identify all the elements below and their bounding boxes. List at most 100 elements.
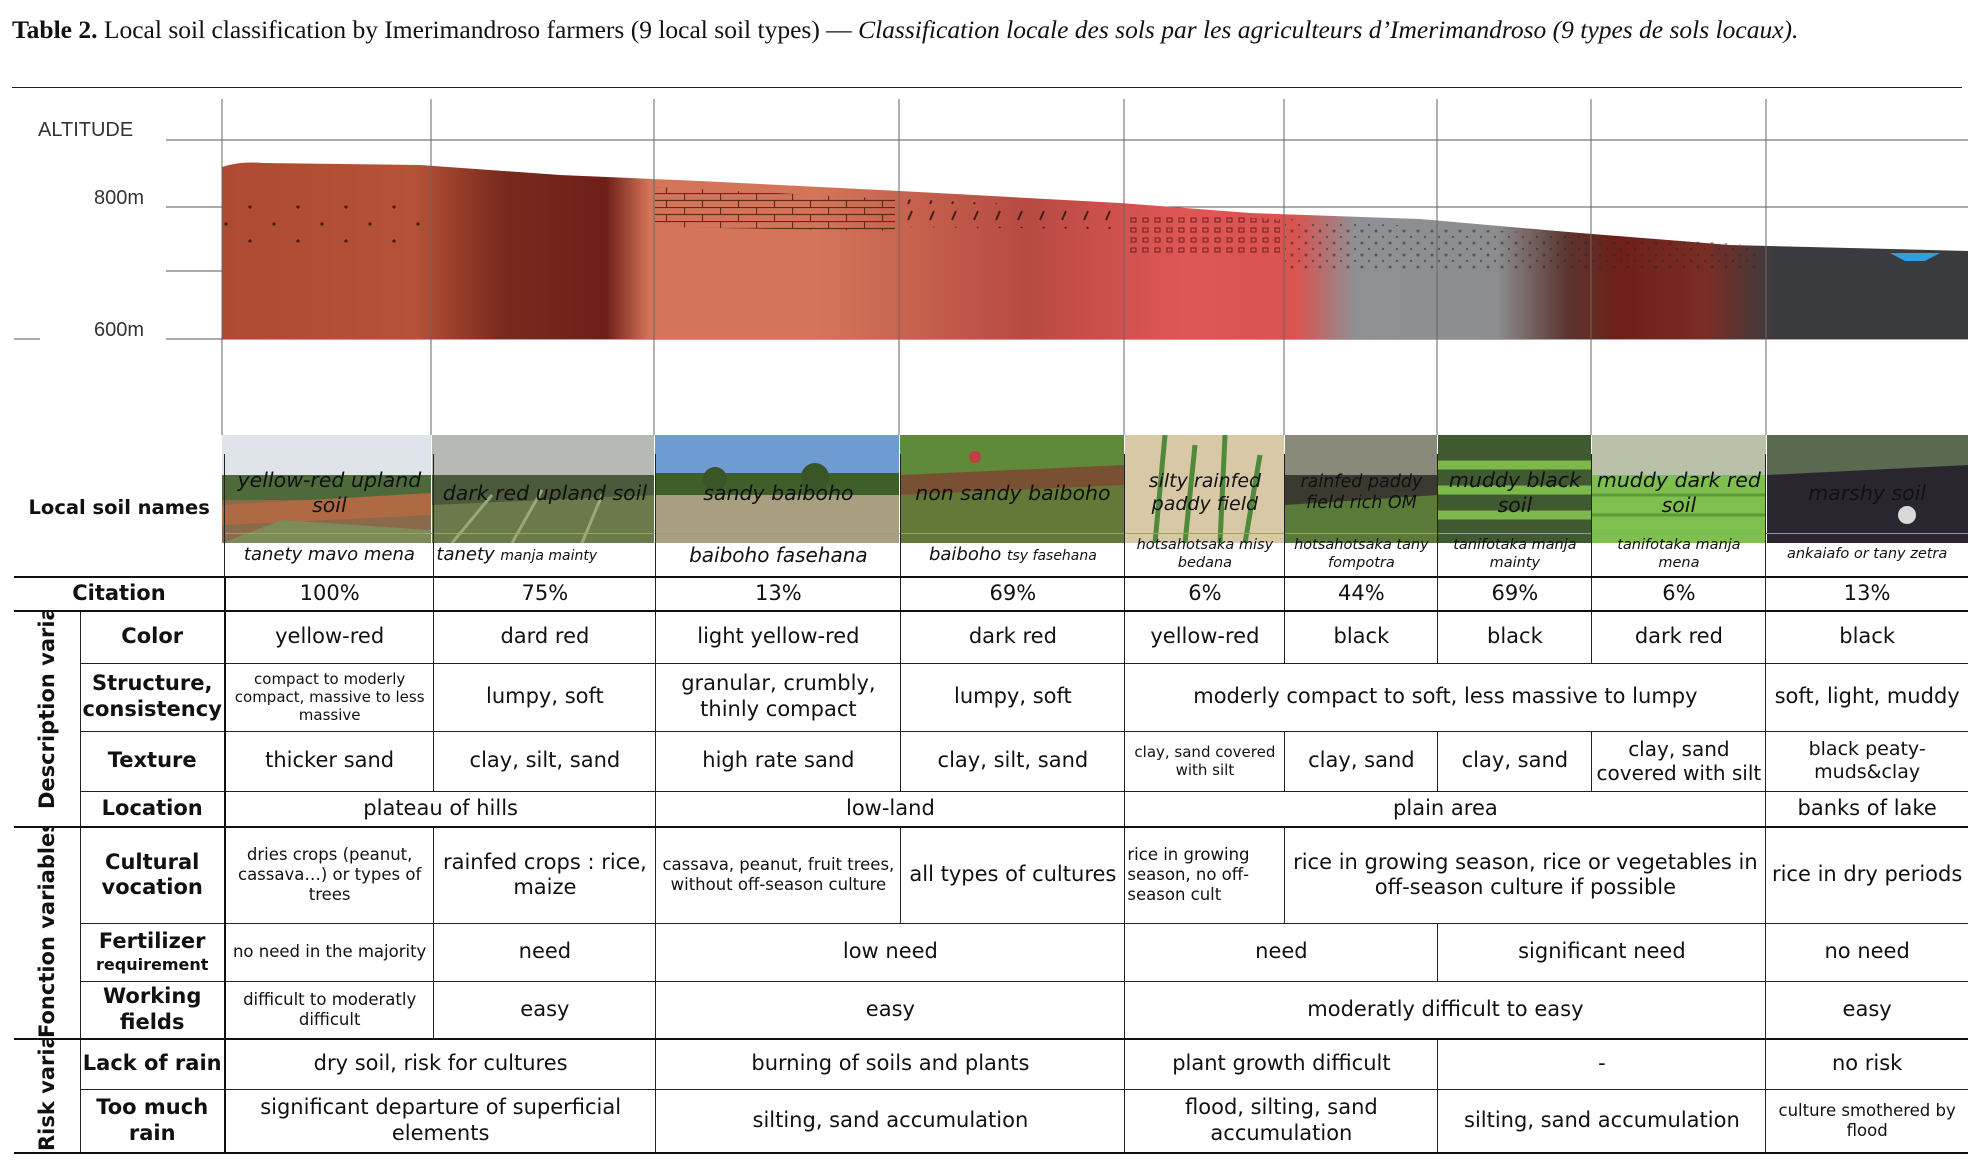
- texture-9: black peaty-muds&clay: [1765, 730, 1968, 791]
- structure-1: compact to moderly compact, massive to l…: [224, 662, 434, 731]
- too-much-rain-1-2: significant departure of superficial ele…: [224, 1088, 656, 1154]
- altitude-axis-title: ALTITUDE: [38, 119, 134, 141]
- working-2: easy: [433, 980, 656, 1039]
- location-3-4: low-land: [655, 790, 1125, 827]
- fertilizer-1: no need in the majority: [224, 922, 434, 981]
- malagasy-name-9: ankaiafo or tany zetra: [1765, 532, 1968, 577]
- table-row: Fertilizer requirement no need in the maj…: [14, 922, 1968, 981]
- citation-4: 69%: [900, 576, 1125, 611]
- table-row: Working fields difficult to moderatly di…: [14, 980, 1968, 1039]
- malagasy-name-7: tanifotaka manja mainty: [1437, 532, 1592, 577]
- location-5-8: plain area: [1124, 790, 1766, 827]
- color-7: black: [1437, 610, 1592, 663]
- texture-7: clay, sand: [1437, 730, 1592, 791]
- table-row: Risk variables Lack of rain dry soil, ri…: [14, 1038, 1968, 1154]
- soil-name-5: silty rainfed paddy field: [1124, 454, 1285, 533]
- soil-name-3: sandy baiboho: [655, 454, 901, 533]
- cultural-6-8: rice in growing season, rice or vegetabl…: [1284, 826, 1766, 923]
- altitude-tick-600: 600m: [94, 319, 145, 341]
- citation-2: 75%: [433, 576, 656, 611]
- malagasy-name-8: tanifotaka manja mena: [1591, 532, 1766, 577]
- malagasy-name-2: tanety manja mainty: [433, 532, 656, 577]
- citation-9: 13%: [1765, 576, 1968, 611]
- table-row: Too much rain significant departure of s…: [14, 1088, 1968, 1154]
- group-description: Description variables: [14, 610, 80, 827]
- structure-4: lumpy, soft: [900, 662, 1125, 731]
- cultural-4: all types of cultures: [900, 826, 1125, 923]
- too-much-rain-9: culture smothered by flood: [1765, 1088, 1968, 1154]
- group-risk: Risk variables: [14, 1038, 80, 1154]
- texture-5: clay, sand covered with silt: [1124, 730, 1285, 791]
- location-1-2: plateau of hills: [224, 790, 656, 827]
- citation-7: 69%: [1437, 576, 1592, 611]
- caption-title-en: Local soil classification by Imerimandro…: [103, 15, 852, 44]
- texture-3: high rate sand: [655, 730, 901, 791]
- texture-2: clay, silt, sand: [433, 730, 656, 791]
- color-4: dark red: [900, 610, 1125, 663]
- working-1: difficult to moderatly difficult: [224, 980, 434, 1039]
- fertilizer-5-6: need: [1124, 922, 1438, 981]
- color-5: yellow-red: [1124, 610, 1285, 663]
- soil-classification-table: Local soil names yellow-red upland soil …: [14, 454, 1968, 1154]
- soil-name-6: rainfed paddy field rich OM: [1284, 454, 1438, 533]
- lack-rain-5-6: plant growth difficult: [1124, 1038, 1438, 1089]
- cultural-9: rice in dry periods: [1765, 826, 1968, 923]
- soil-name-2: dark red upland soil: [433, 454, 656, 533]
- fertilizer-label: Fertilizer requirement: [79, 922, 226, 981]
- structure-2: lumpy, soft: [433, 662, 656, 731]
- table-row: tanety mavo mena tanety manja mainty bai…: [14, 532, 1968, 577]
- citation-6: 44%: [1284, 576, 1438, 611]
- lack-rain-label: Lack of rain: [79, 1038, 226, 1089]
- too-much-rain-5-6: flood, silting, sand accumulation: [1124, 1088, 1438, 1154]
- profile-graphic: [14, 99, 1968, 435]
- citation-label: Citation: [14, 576, 226, 611]
- cultural-2: rainfed crops : rice, maize: [433, 826, 656, 923]
- cultural-3: cassava, peanut, fruit trees, without of…: [655, 826, 901, 923]
- caption-label: Table 2.: [12, 15, 98, 44]
- working-9: easy: [1765, 980, 1968, 1039]
- lack-rain-3-4: burning of soils and plants: [655, 1038, 1125, 1089]
- color-8: dark red: [1591, 610, 1766, 663]
- citation-3: 13%: [655, 576, 901, 611]
- group-function: Fonction variables: [14, 826, 80, 1039]
- color-1: yellow-red: [224, 610, 434, 663]
- lack-rain-7-8: -: [1437, 1038, 1766, 1089]
- altitude-tick-800: 800m: [94, 187, 145, 209]
- caption-title-fr: Classification locale des sols par les a…: [858, 15, 1799, 44]
- table-row: Texture thicker sand clay, silt, sand hi…: [14, 730, 1968, 791]
- caption-rule: [12, 87, 1962, 88]
- soil-name-8: muddy dark red soil: [1591, 454, 1766, 533]
- soil-name-9: marshy soil: [1765, 454, 1968, 533]
- table-caption: Table 2. Local soil classification by Im…: [12, 14, 1972, 46]
- texture-4: clay, silt, sand: [900, 730, 1125, 791]
- citation-1: 100%: [224, 576, 434, 611]
- soil-name-1: yellow-red upland soil: [224, 454, 434, 533]
- malagasy-name-6: hotsahotsaka tany fompotra: [1284, 532, 1438, 577]
- texture-1: thicker sand: [224, 730, 434, 791]
- malagasy-name-4: baiboho tsy fasehana: [900, 532, 1125, 577]
- cultural-label: Cultural vocation: [79, 826, 226, 923]
- fertilizer-2: need: [433, 922, 656, 981]
- lack-rain-9: no risk: [1765, 1038, 1968, 1089]
- citation-8: 6%: [1591, 576, 1766, 611]
- lack-rain-1-2: dry soil, risk for cultures: [224, 1038, 656, 1089]
- malagasy-name-1: tanety mavo mena: [224, 532, 434, 577]
- color-3: light yellow-red: [655, 610, 901, 663]
- too-much-rain-label: Too much rain: [79, 1088, 226, 1154]
- too-much-rain-7-8: silting, sand accumulation: [1437, 1088, 1766, 1154]
- cultural-1: dries crops (peanut, cassava…) or types …: [224, 826, 434, 923]
- too-much-rain-3-4: silting, sand accumulation: [655, 1088, 1125, 1154]
- cultural-5: rice in growing season, no off-season cu…: [1124, 826, 1285, 923]
- color-6: black: [1284, 610, 1438, 663]
- malagasy-name-3: baiboho fasehana: [655, 532, 901, 577]
- table-row: Fonction variables Cultural vocation dri…: [14, 826, 1968, 1039]
- malagasy-name-5: hotsahotsaka misy bedana: [1124, 532, 1285, 577]
- color-9: black: [1765, 610, 1968, 663]
- working-3-4: easy: [655, 980, 1125, 1039]
- working-5-8: moderatly difficult to easy: [1124, 980, 1766, 1039]
- table-row: Description variables Color yellow-red d…: [14, 610, 1968, 827]
- working-label: Working fields: [79, 980, 226, 1039]
- table-row: Local soil names yellow-red upland soil …: [14, 454, 1968, 533]
- color-label: Color: [79, 610, 226, 663]
- structure-9: soft, light, muddy: [1765, 662, 1968, 731]
